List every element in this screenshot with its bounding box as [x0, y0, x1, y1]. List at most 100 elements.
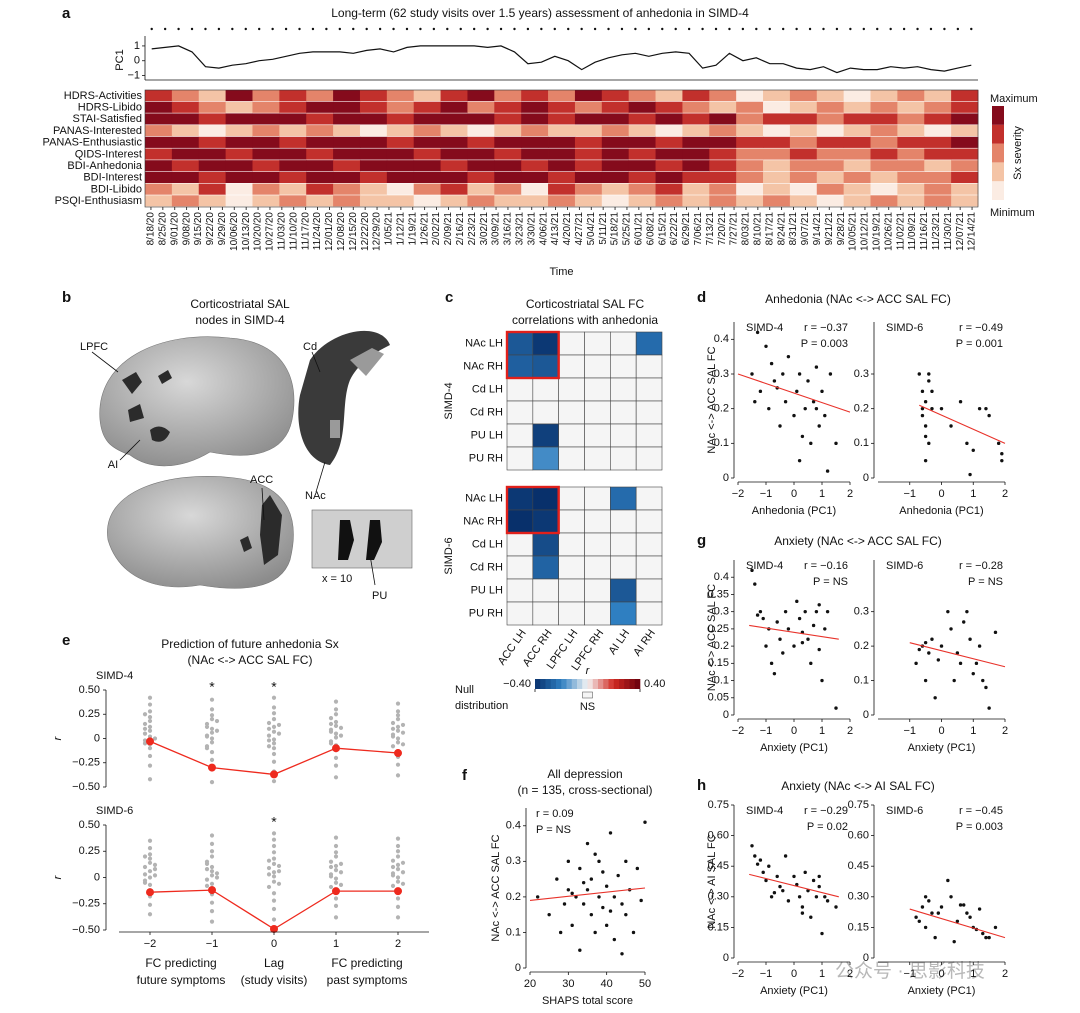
x-tick-label: 8/03/21 [741, 212, 752, 246]
y-tick-label: 0.05 [708, 692, 729, 704]
null-point [395, 915, 401, 920]
y-tick-label: 0.1 [714, 674, 729, 686]
heat-cell [601, 148, 630, 160]
fit-line [737, 373, 851, 413]
x-tick-label: 4/06/21 [538, 212, 549, 246]
heat-cell [252, 160, 280, 172]
null-point [209, 707, 215, 712]
matrix-cell [506, 509, 534, 534]
heat-cell [198, 171, 227, 183]
heat-cell [816, 136, 845, 148]
heat-cell [736, 148, 764, 160]
group-label: past symptoms [327, 973, 408, 987]
x-tick-label: 1 [819, 725, 825, 737]
x-tick-label: 10/13/20 [241, 212, 252, 251]
row-label: PU LH [471, 584, 503, 596]
x-tick-label: 8/31/21 [788, 212, 799, 246]
x-axis-label: Anhedonia (PC1) [752, 505, 836, 517]
colorbar-swatch [992, 143, 1004, 163]
heat-cell [467, 113, 495, 125]
panel-title: (NAc <-> ACC SAL FC) [188, 653, 313, 667]
data-point [965, 911, 969, 915]
data-point [962, 620, 966, 624]
null-point [328, 729, 334, 734]
observed-point [332, 744, 340, 753]
data-point [643, 820, 647, 824]
null-point [395, 728, 401, 733]
matrix-cell [610, 578, 637, 603]
row-label: PANAS-Enthusiastic [43, 137, 143, 149]
heat-cell [709, 160, 737, 172]
heat-cell [682, 90, 710, 102]
colorbar-swatch [619, 679, 625, 689]
y-tick-label: 0 [94, 732, 100, 744]
data-point [767, 864, 771, 868]
null-point [266, 726, 272, 731]
colorbar-label: r [586, 665, 591, 677]
heat-cell [171, 183, 200, 195]
null-point [152, 867, 158, 872]
heat-cell [440, 171, 468, 183]
x-tick-label: 2 [847, 725, 853, 737]
data-point [965, 609, 969, 614]
null-point [271, 870, 277, 875]
null-point [400, 730, 406, 735]
data-point [923, 400, 928, 404]
heat-cell [252, 136, 280, 148]
visit-marker [593, 27, 597, 31]
observed-point [270, 924, 278, 933]
observed-point [270, 770, 278, 779]
heat-cell [359, 113, 388, 125]
x-tick-label: 7/20/21 [717, 212, 728, 246]
null-point [147, 763, 153, 768]
heat-cell [789, 171, 818, 183]
heat-cell [709, 113, 737, 125]
null-point [142, 880, 148, 885]
heat-cell [440, 125, 468, 137]
visit-marker [338, 27, 342, 31]
heat-cell [306, 160, 334, 172]
heat-cell [601, 195, 630, 207]
data-point [624, 912, 628, 917]
null-point [271, 729, 277, 734]
data-point [817, 424, 821, 428]
y-tick-label: 0.30 [848, 891, 869, 903]
x-tick-label: 11/17/20 [300, 212, 311, 251]
y-tick-label: 0 [723, 952, 729, 964]
heat-cell [494, 148, 522, 160]
data-point [923, 434, 928, 439]
heat-cell [198, 136, 227, 148]
x-tick-label: 1/19/21 [407, 212, 418, 246]
data-point [920, 406, 925, 411]
colorbar-max: Maximum [990, 93, 1038, 105]
data-point [987, 413, 991, 418]
panel-letter: d [697, 289, 706, 306]
data-point [927, 651, 931, 655]
null-point [276, 722, 282, 728]
data-point [1000, 452, 1004, 456]
heat-cell [601, 125, 630, 137]
data-point [783, 400, 788, 404]
observed-point [208, 763, 216, 772]
null-point [266, 733, 272, 738]
heat-cell [386, 90, 415, 102]
data-point [914, 661, 918, 666]
null-point [209, 726, 215, 731]
column-label: AI LH [606, 627, 632, 656]
heat-cell [628, 148, 656, 160]
x-tick-label: 11/09/21 [907, 212, 918, 251]
heat-cell [306, 183, 334, 195]
heat-cell [574, 136, 603, 148]
x-tick-label: 9/28/21 [836, 212, 847, 246]
colorbar-swatch [624, 679, 630, 689]
matrix-cell [532, 486, 559, 511]
y-axis-label: PC1 [114, 49, 126, 70]
heat-cell [897, 101, 925, 113]
heat-cell [225, 90, 253, 102]
x-tick-label: 12/22/20 [360, 212, 371, 251]
heat-cell [763, 171, 791, 183]
data-point [797, 895, 802, 899]
null-point [333, 723, 339, 728]
colorbar-swatch [592, 679, 599, 689]
x-tick-label: −1 [760, 488, 773, 500]
